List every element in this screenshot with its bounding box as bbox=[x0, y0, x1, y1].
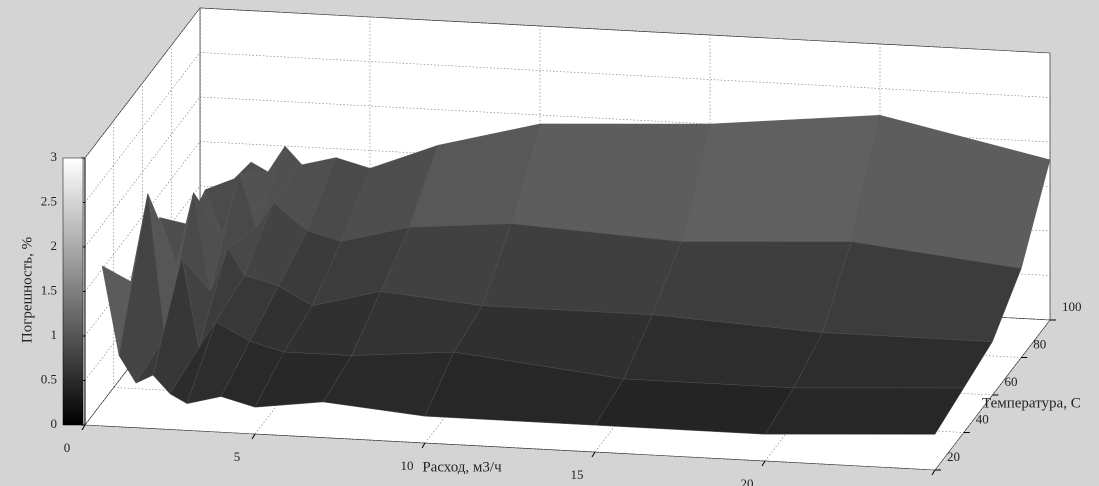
x-tick bbox=[761, 460, 766, 467]
y-axis-label: Температура, С bbox=[982, 395, 1081, 411]
x-tick-label: 0 bbox=[64, 440, 71, 455]
surface-patch bbox=[764, 387, 965, 435]
z-axis-label: Погрешность, % bbox=[19, 237, 35, 343]
x-tick-label: 25 bbox=[911, 485, 924, 486]
surface-patch bbox=[511, 123, 711, 242]
x-tick bbox=[931, 469, 936, 476]
y-tick-label: 20 bbox=[947, 449, 960, 464]
x-tick bbox=[81, 424, 86, 431]
x-tick-label: 15 bbox=[571, 467, 584, 482]
x-tick bbox=[591, 451, 596, 458]
z-tick-label: 1 bbox=[51, 327, 58, 342]
x-tick bbox=[251, 433, 256, 440]
z-tick-label: 0.5 bbox=[41, 371, 57, 386]
z-tick-label: 2 bbox=[51, 238, 58, 253]
z-tick-label: 0 bbox=[51, 416, 58, 431]
surface-patch bbox=[793, 332, 993, 389]
x-axis-label: Расход, м3/ч bbox=[422, 459, 502, 475]
z-tick-label: 3 bbox=[51, 149, 58, 164]
y-tick-label: 40 bbox=[976, 411, 989, 426]
y-tick-label: 100 bbox=[1062, 299, 1082, 314]
y-tick-label: 60 bbox=[1005, 374, 1018, 389]
surface-patch bbox=[594, 378, 795, 435]
grid-line bbox=[84, 96, 201, 248]
x-tick bbox=[421, 442, 426, 449]
x-tick-label: 20 bbox=[741, 476, 754, 486]
x-tick-label: 5 bbox=[234, 449, 241, 464]
colormap-bar bbox=[62, 157, 84, 426]
y-tick-label: 80 bbox=[1033, 336, 1046, 351]
grid-line bbox=[84, 7, 201, 159]
grid-line bbox=[84, 52, 201, 203]
z-tick-label: 2.5 bbox=[41, 193, 57, 208]
surface-patch bbox=[681, 114, 881, 242]
x-tick-label: 10 bbox=[401, 458, 414, 473]
grid-line bbox=[84, 141, 201, 292]
z-tick-label: 1.5 bbox=[41, 282, 57, 297]
